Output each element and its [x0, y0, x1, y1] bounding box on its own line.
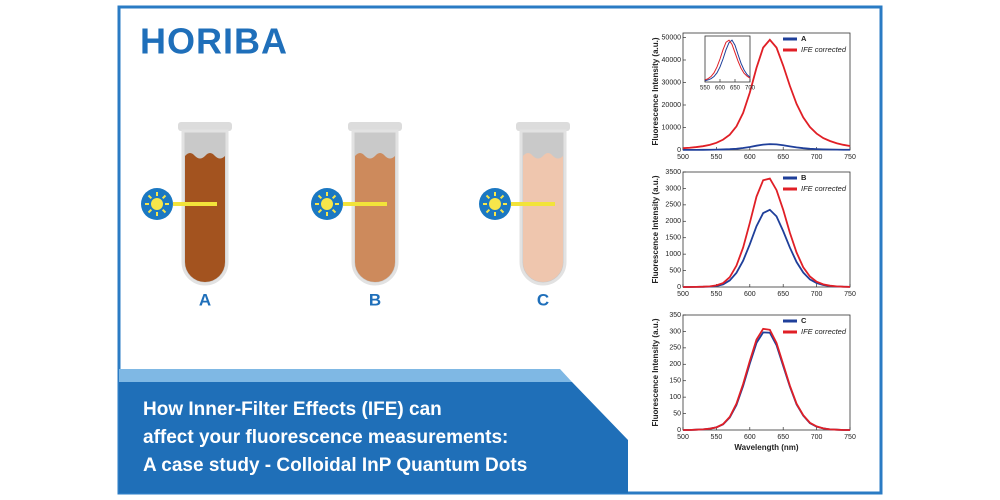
y-tick-label: 2000	[665, 218, 681, 225]
sun	[489, 198, 501, 210]
y-tick-label: 30000	[662, 79, 682, 86]
sun-ray	[161, 208, 167, 214]
tube-liquid	[523, 153, 563, 282]
sun-ray	[331, 208, 337, 214]
y-tick-label: 0	[677, 284, 681, 291]
y-tick-label: 1000	[665, 251, 681, 258]
y-tick-label: 350	[669, 312, 681, 319]
x-tick-label: 700	[811, 154, 823, 161]
x-tick-label: 600	[715, 86, 726, 92]
series-line	[704, 39, 751, 81]
legend-label: A	[801, 34, 807, 43]
sun-ray	[147, 208, 153, 214]
y-tick-label: 500	[669, 267, 681, 274]
x-tick-label: 500	[677, 154, 689, 161]
y-tick-label: 0	[677, 147, 681, 154]
y-tick-label: 1500	[665, 235, 681, 242]
x-tick-label: 700	[811, 291, 823, 298]
sun-ray	[499, 208, 505, 214]
legend-label: B	[801, 173, 807, 182]
tube-label: B	[369, 290, 381, 309]
y-tick-label: 20000	[662, 102, 682, 109]
y-tick-label: 250	[669, 345, 681, 352]
tube-label: C	[537, 290, 549, 309]
x-axis-title: Wavelength (nm)	[734, 443, 798, 452]
sun-ray	[161, 194, 167, 200]
tube-cap	[516, 122, 570, 131]
y-tick-label: 150	[669, 378, 681, 385]
x-tick-label: 700	[811, 434, 823, 441]
y-axis-title: Fluorescence Intensity (a.u.)	[651, 318, 660, 426]
x-tick-label: 750	[844, 434, 856, 441]
y-axis-title: Fluorescence Intensity (a.u.)	[651, 175, 660, 283]
plot-area	[682, 171, 851, 288]
x-tick-label: 550	[711, 154, 723, 161]
y-tick-label: 40000	[662, 57, 682, 64]
x-tick-label: 700	[745, 86, 756, 92]
y-tick-label: 3000	[665, 185, 681, 192]
legend-label: IFE corrected	[801, 45, 847, 54]
x-tick-label: 550	[700, 86, 711, 92]
tube-liquid	[185, 153, 225, 282]
series-line	[704, 39, 751, 82]
tube-cap	[348, 122, 402, 131]
x-tick-label: 600	[744, 154, 756, 161]
x-tick-label: 600	[744, 291, 756, 298]
sun-ray	[147, 194, 153, 200]
x-tick-label: 650	[777, 291, 789, 298]
tube-cap	[178, 122, 232, 131]
x-tick-label: 500	[677, 291, 689, 298]
headline-line: A case study - Colloidal InP Quantum Dot…	[143, 455, 527, 476]
sun-ray	[485, 208, 491, 214]
x-tick-label: 600	[744, 434, 756, 441]
tube-liquid	[355, 153, 395, 282]
y-tick-label: 200	[669, 361, 681, 368]
legend-label: C	[801, 316, 807, 325]
headline-line: affect your fluorescence measurements:	[143, 427, 508, 448]
logo: HORIBA	[140, 21, 288, 62]
series-line	[682, 38, 851, 150]
y-axis-title: Fluorescence Intensity (a.u.)	[651, 37, 660, 145]
x-tick-label: 750	[844, 291, 856, 298]
banner	[119, 382, 628, 493]
y-tick-label: 50	[673, 410, 681, 417]
x-tick-label: 650	[777, 154, 789, 161]
y-tick-label: 300	[669, 328, 681, 335]
banner-strip	[119, 369, 572, 382]
y-tick-label: 0	[677, 427, 681, 434]
x-tick-label: 500	[677, 434, 689, 441]
x-tick-label: 550	[711, 434, 723, 441]
y-tick-label: 2500	[665, 202, 681, 209]
sun-ray	[485, 194, 491, 200]
legend-label: IFE corrected	[801, 184, 847, 193]
y-tick-label: 3500	[665, 169, 681, 176]
y-tick-label: 50000	[662, 34, 682, 41]
sun	[151, 198, 163, 210]
x-tick-label: 550	[711, 291, 723, 298]
series-line	[683, 327, 850, 431]
tube-label: A	[199, 290, 211, 309]
charts: 500 550 600 650 700 7500100002000030000400005…	[651, 32, 856, 452]
sun-ray	[499, 194, 505, 200]
legend-label: IFE corrected	[801, 327, 847, 336]
sun	[321, 198, 333, 210]
sun-ray	[317, 194, 323, 200]
plot-area	[682, 314, 851, 431]
sun-ray	[331, 194, 337, 200]
sun-ray	[317, 208, 323, 214]
x-tick-label: 750	[844, 154, 856, 161]
series-line	[682, 143, 851, 151]
x-tick-label: 650	[777, 434, 789, 441]
series-line	[683, 177, 851, 288]
x-tick-label: 650	[730, 86, 741, 92]
headline-line: How Inner-Filter Effects (IFE) can	[143, 399, 442, 420]
tubes: A B C	[141, 122, 570, 309]
y-tick-label: 10000	[662, 124, 682, 131]
y-tick-label: 100	[669, 394, 681, 401]
